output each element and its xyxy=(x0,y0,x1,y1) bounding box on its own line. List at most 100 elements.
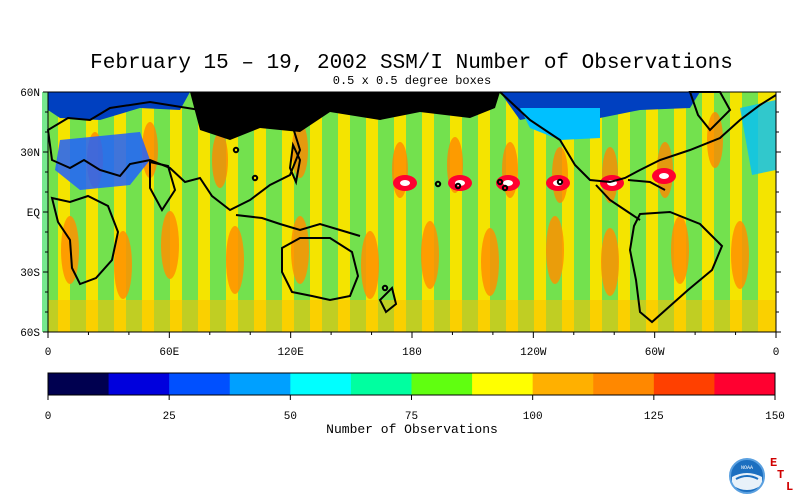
high-count-lobe xyxy=(421,221,439,289)
colorbar-label: Number of Observations xyxy=(326,422,498,437)
high-count-lobe xyxy=(481,228,499,296)
colorbar-swatch xyxy=(593,373,655,395)
coastline-segment xyxy=(627,179,666,191)
high-count-lobe xyxy=(361,231,379,299)
colorbar-tick-label: 25 xyxy=(163,411,176,423)
swath-band xyxy=(70,92,86,332)
noaa-logo-text: NOAA xyxy=(741,465,753,471)
colorbar-ticks: 0 25 50 75 100 125 150 xyxy=(45,395,785,423)
colorbar-swatch xyxy=(48,373,110,395)
swath-band xyxy=(182,92,198,332)
swath-band xyxy=(126,92,142,332)
colorbar-tick-label: 50 xyxy=(284,411,297,423)
coastline-segment xyxy=(50,194,120,286)
swath-band xyxy=(462,92,478,332)
coastline-segment xyxy=(595,184,641,221)
lat-tick-label: EQ xyxy=(27,208,41,220)
latitude-axis: 60N 30N EQ 30S 60S xyxy=(20,88,781,340)
high-count-lobe xyxy=(546,216,564,284)
southern-band xyxy=(48,300,776,332)
etl-letter-e: E xyxy=(770,456,777,470)
etl-letter-l: L xyxy=(786,480,793,494)
swath-band xyxy=(98,92,114,332)
colorbar-swatch xyxy=(108,373,170,395)
colorbar-swatch xyxy=(714,373,776,395)
peak-spot-core xyxy=(659,173,669,179)
lon-tick-label: 180 xyxy=(402,347,422,359)
lat-tick-label: 60N xyxy=(20,88,40,100)
high-count-lobe xyxy=(601,228,619,296)
coastline-segment xyxy=(149,160,177,212)
colorbar-swatch xyxy=(472,373,534,395)
colorbar-tick-label: 150 xyxy=(765,411,785,423)
coastline-segment xyxy=(281,237,360,302)
high-count-lobe xyxy=(671,216,689,284)
lon-tick-label: 120W xyxy=(520,347,547,359)
island xyxy=(381,284,389,292)
colorbar xyxy=(47,372,776,396)
page-title: February 15 – 19, 2002 SSM/I Number of O… xyxy=(90,52,733,75)
high-count-lobe xyxy=(731,221,749,289)
colorbar-swatch xyxy=(653,373,715,395)
colorbar-tick-label: 100 xyxy=(523,411,543,423)
island xyxy=(496,178,504,186)
lat-tick-label: 30S xyxy=(20,268,40,280)
low-count-region xyxy=(520,108,600,140)
island xyxy=(434,180,442,188)
colorbar-swatch xyxy=(532,373,594,395)
swath-band xyxy=(574,92,590,332)
swath-band xyxy=(266,92,282,332)
island xyxy=(454,182,462,190)
colorbar-swatch xyxy=(169,373,231,395)
coastline-segment xyxy=(628,210,724,324)
longitude-axis: 0 60E 120E 180 120W 60W 0 xyxy=(45,332,780,359)
high-count-lobe xyxy=(212,132,228,188)
coastline-segment xyxy=(235,214,361,237)
island xyxy=(501,184,509,192)
coastline-segment xyxy=(46,100,302,212)
swath-band xyxy=(406,92,422,332)
lon-tick-label: 60W xyxy=(645,347,665,359)
lon-tick-label: 120E xyxy=(277,347,304,359)
no-data-region xyxy=(190,92,500,140)
low-count-region xyxy=(740,100,776,175)
swath-band xyxy=(434,92,450,332)
coastline-segment xyxy=(288,141,302,186)
swath-band xyxy=(378,92,394,332)
coastline-segment xyxy=(499,91,777,184)
swath-band xyxy=(490,92,506,332)
swath-band xyxy=(518,92,534,332)
swath-band xyxy=(350,92,366,332)
coastlines xyxy=(46,91,777,324)
colorbar-tick-label: 0 xyxy=(45,411,52,423)
lon-tick-label: 60E xyxy=(159,347,179,359)
swath-band xyxy=(154,92,170,332)
high-count-lobe xyxy=(552,147,568,203)
island xyxy=(232,146,240,154)
lon-tick-label: 0 xyxy=(773,347,780,359)
lat-tick-label: 60S xyxy=(20,328,40,340)
noaa-logo: NOAA xyxy=(729,458,765,494)
peak-spot-core xyxy=(400,180,410,186)
colorbar-swatch xyxy=(350,373,412,395)
colorbar-tick-label: 75 xyxy=(405,411,418,423)
low-count-region xyxy=(55,132,150,190)
swath-band xyxy=(322,92,338,332)
coastline-segment xyxy=(378,286,398,314)
etl-letter-t: T xyxy=(777,468,784,482)
high-count-lobe xyxy=(161,211,179,279)
colorbar-tick-label: 125 xyxy=(644,411,664,423)
high-count-lobe xyxy=(291,216,309,284)
colorbar-swatch xyxy=(411,373,473,395)
colorbar-swatch xyxy=(290,373,352,395)
lon-tick-label: 0 xyxy=(45,347,52,359)
high-count-lobe xyxy=(226,226,244,294)
high-count-lobe xyxy=(114,231,132,299)
colorbar-swatch xyxy=(229,373,291,395)
island xyxy=(556,178,564,186)
etl-letters: E T L xyxy=(770,456,793,494)
island xyxy=(251,174,259,182)
page-subtitle: 0.5 x 0.5 degree boxes xyxy=(332,74,492,88)
peak-spot-core xyxy=(503,180,513,186)
